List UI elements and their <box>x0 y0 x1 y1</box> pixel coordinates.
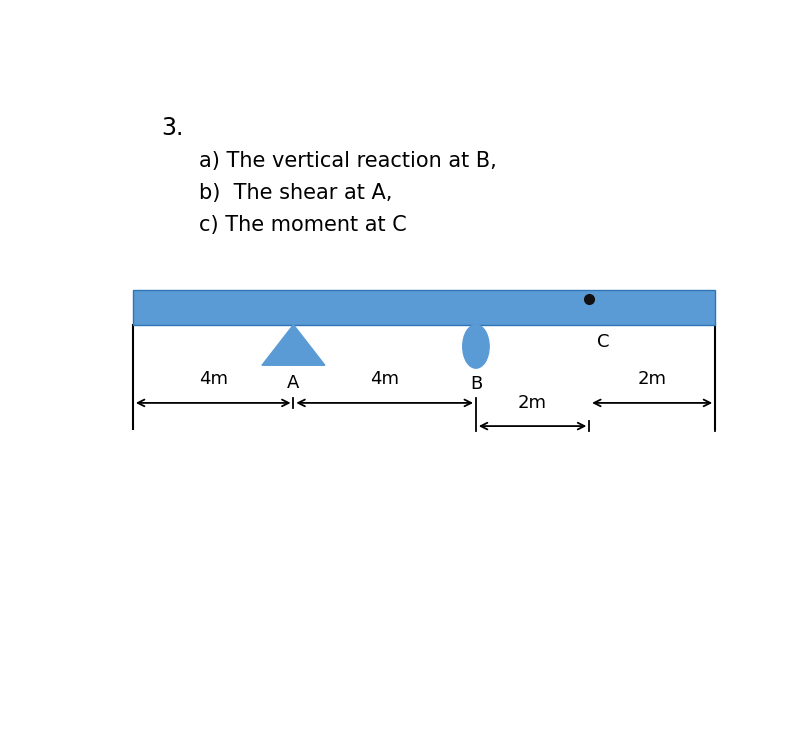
Ellipse shape <box>462 325 488 368</box>
Text: 2m: 2m <box>637 371 666 389</box>
Bar <box>133 290 714 325</box>
Text: a) The vertical reaction at B,: a) The vertical reaction at B, <box>199 151 496 171</box>
Text: 4m: 4m <box>370 371 399 389</box>
Text: 2m: 2m <box>517 393 547 411</box>
Text: 4m: 4m <box>199 371 227 389</box>
Text: 3.: 3. <box>161 117 183 141</box>
Polygon shape <box>262 325 324 365</box>
Text: A: A <box>287 374 299 392</box>
Text: c) The moment at C: c) The moment at C <box>199 215 406 235</box>
Text: C: C <box>596 333 608 351</box>
Text: B: B <box>470 375 482 393</box>
Text: b)  The shear at A,: b) The shear at A, <box>199 183 392 203</box>
